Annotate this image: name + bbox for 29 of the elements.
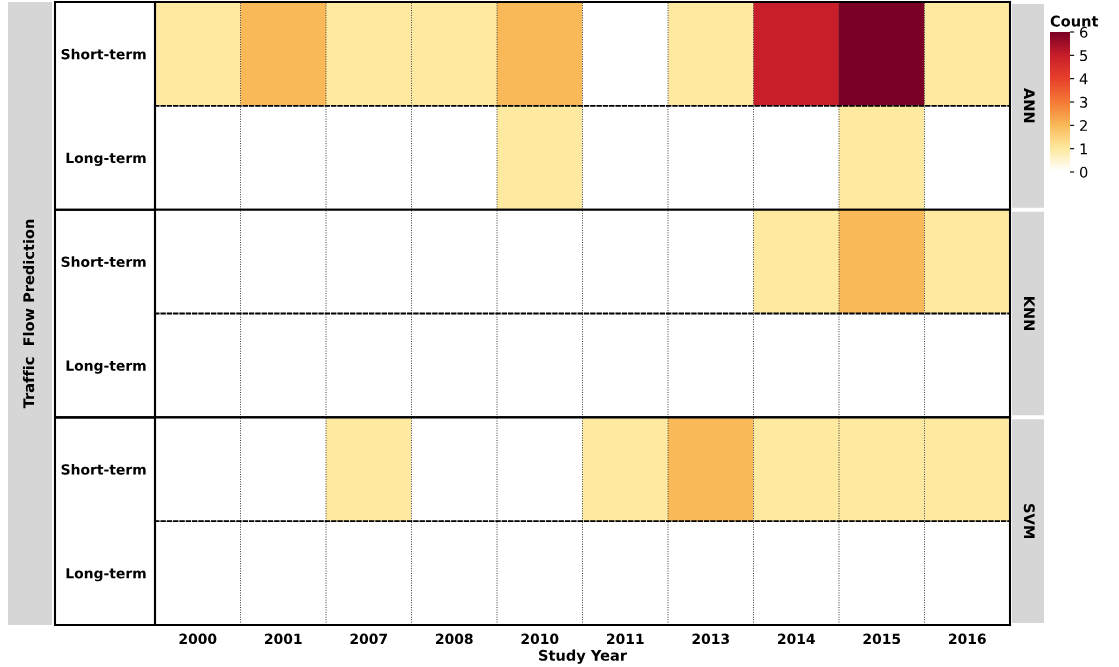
- y2-tick-label: KNN: [1023, 296, 1035, 331]
- y-axis-title: Traffic Flow Prediction: [22, 219, 35, 409]
- y-tick-label: Long-term: [66, 568, 146, 582]
- color-bar-label: 0: [1079, 166, 1088, 178]
- color-bar-label: 5: [1080, 50, 1088, 62]
- x-axis-title: Study Year: [539, 649, 627, 664]
- x-tick-label: 2011: [607, 633, 644, 645]
- x-tick-label: 2010: [521, 633, 559, 645]
- color-bar-label: 4: [1079, 73, 1088, 85]
- y-tick-label: Short-term: [61, 48, 146, 60]
- color-bar-label: 2: [1080, 120, 1087, 131]
- y-tick-label: Long-term: [66, 152, 146, 166]
- y2-tick-label: SVM: [1023, 504, 1035, 538]
- y-tick-label: Short-term: [61, 256, 146, 268]
- color-bar-label: 3: [1080, 96, 1088, 108]
- y-tick-label: Long-term: [66, 360, 146, 374]
- color-bar-label: 1: [1080, 143, 1087, 155]
- x-tick-label: 2000: [179, 633, 217, 645]
- x-tick-label: 2001: [265, 633, 302, 645]
- y-tick-label: Short-term: [61, 463, 146, 475]
- color-bar-label: 6: [1080, 26, 1088, 38]
- x-tick-label: 2007: [350, 633, 387, 645]
- x-tick-label: 2016: [949, 633, 986, 645]
- x-tick-label: 2015: [863, 633, 901, 645]
- x-tick-label: 2008: [436, 633, 473, 645]
- x-tick-label: 2014: [778, 633, 815, 645]
- y2-tick-label: ANN: [1023, 88, 1035, 123]
- x-tick-label: 2013: [692, 633, 729, 645]
- color-bar-title: Count: [1050, 15, 1099, 27]
